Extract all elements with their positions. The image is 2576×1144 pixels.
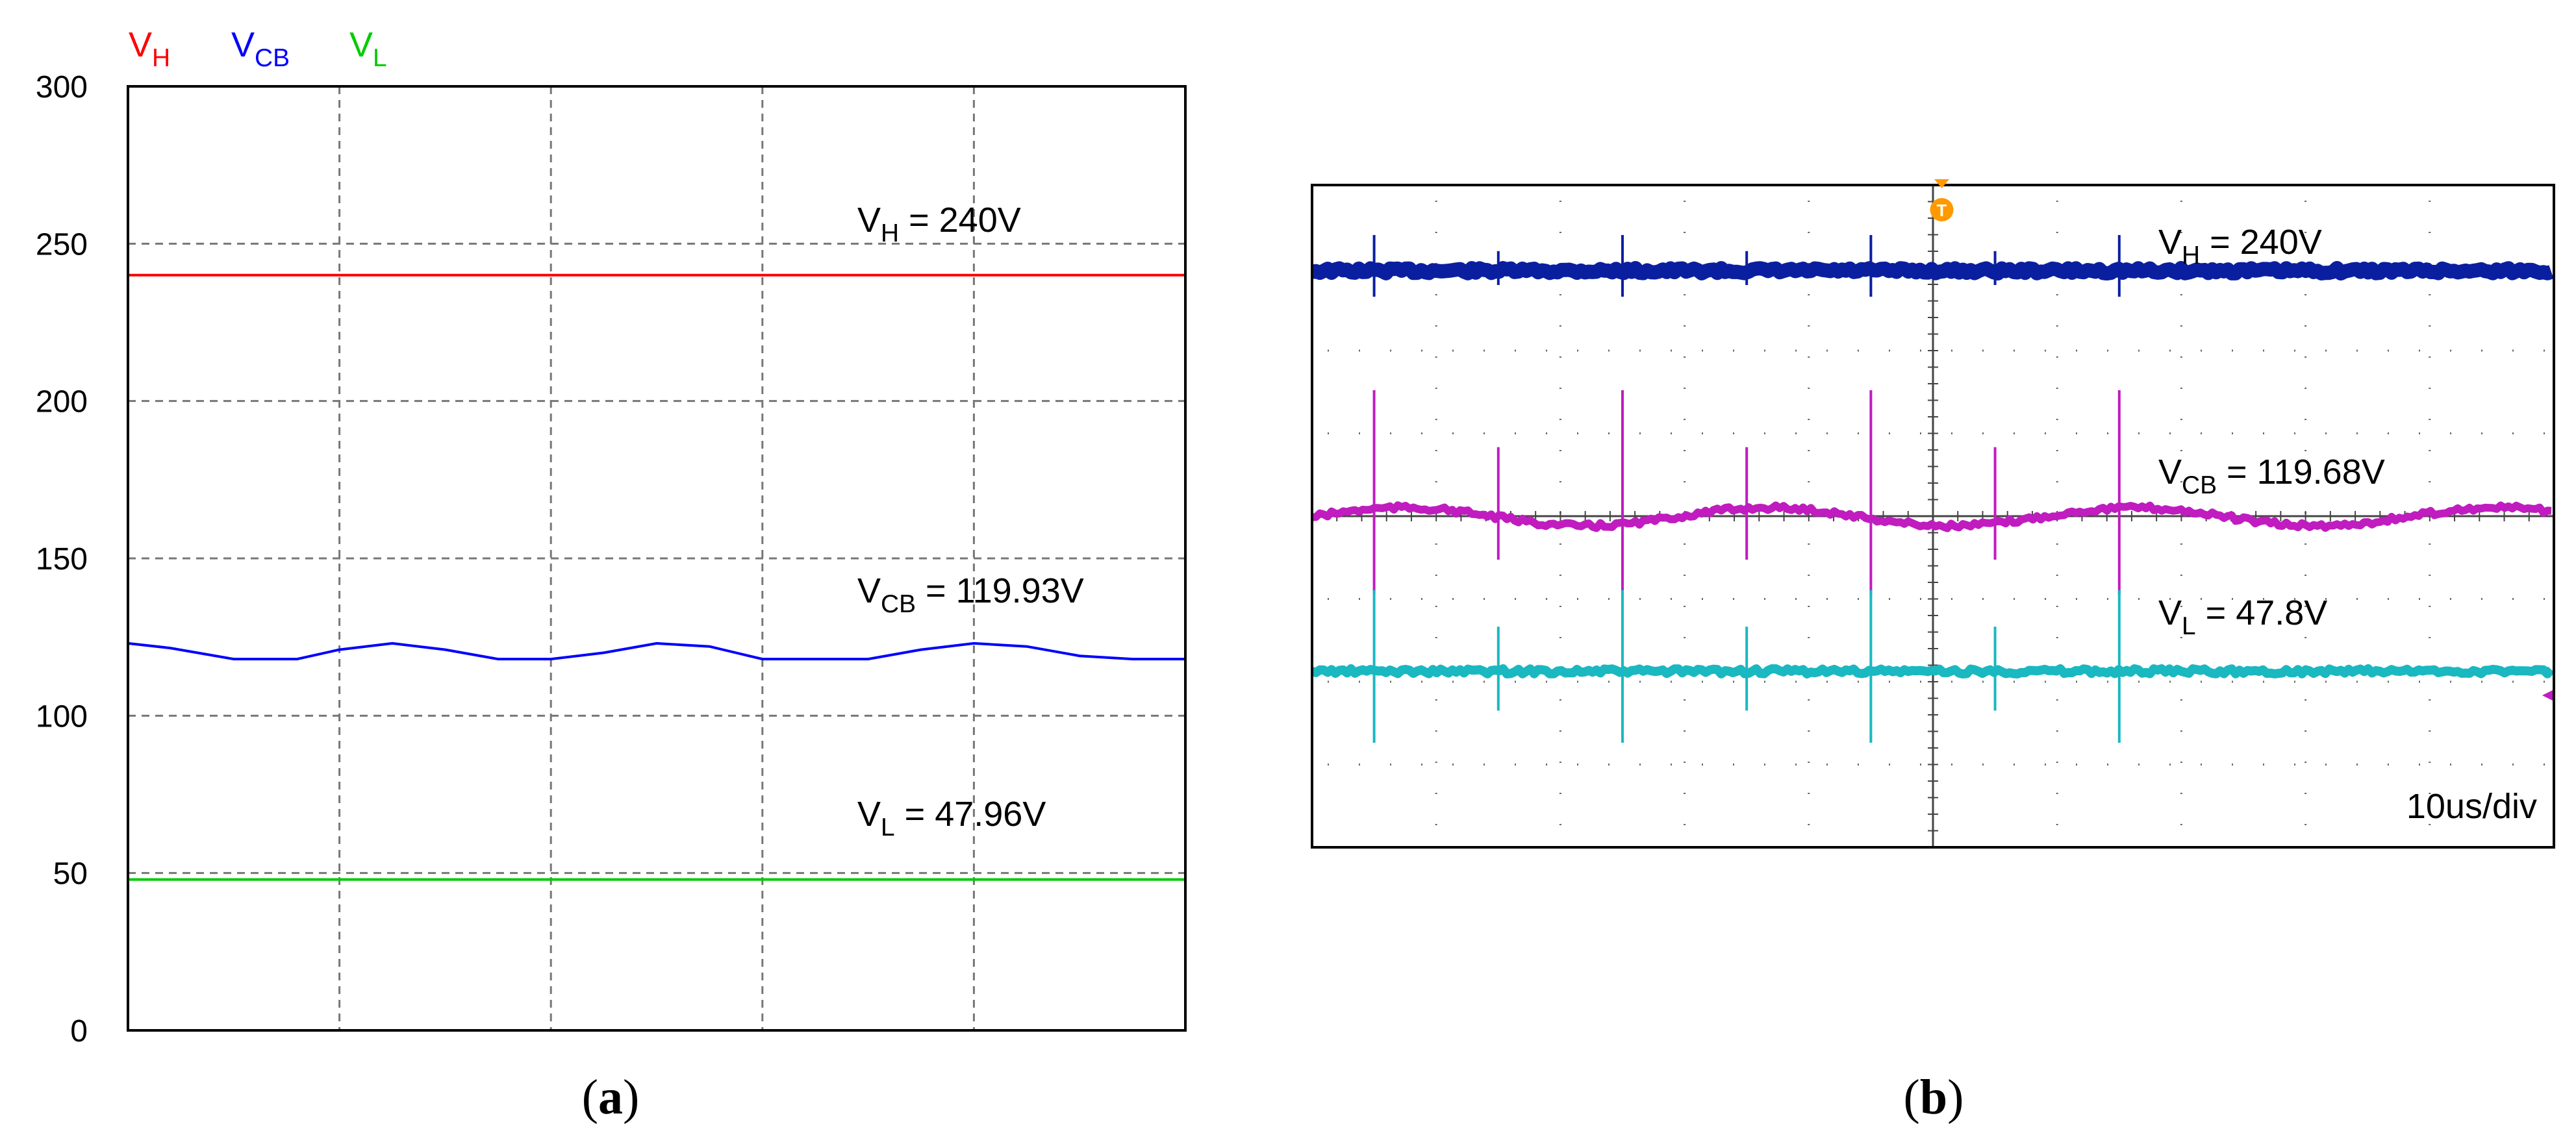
y-tick-label: 0 [70, 1014, 88, 1049]
chart-a-plot-frame [127, 85, 1187, 1032]
annotation-cb: VCB = 119.68V [2158, 453, 2385, 499]
chart-a-series [127, 273, 1185, 881]
y-tick-label: 250 [36, 227, 88, 262]
chart-b-annotations: VH = 240V VCB = 119.68V VL = 47.8V [2158, 223, 2385, 640]
legend-item-h: VH [129, 25, 170, 72]
chart-b: VH = 240V VCB = 119.68V VL = 47.8V T 10us/… [1309, 179, 2555, 1125]
chart-b-series [1309, 235, 2555, 743]
ground-marker-icon [2542, 690, 2553, 701]
y-tick-label: 300 [36, 70, 88, 105]
trigger-marker-icon: T [1930, 179, 1954, 221]
chart-a-caption: (a) [582, 1070, 640, 1125]
annotation-h: VH = 240V [2158, 223, 2322, 269]
chart-a-y-ticks: 0 50 100 150 200 250 300 [36, 70, 88, 1049]
legend-item-cb: VCB [231, 25, 290, 72]
chart-b-caption: (b) [1904, 1070, 1964, 1125]
trace-vl [1310, 664, 2555, 678]
y-tick-label: 200 [36, 385, 88, 419]
series-line-vcb [127, 641, 1185, 661]
legend-item-l: VL [349, 25, 387, 72]
annotation-l: VL = 47.8V [2158, 593, 2327, 640]
timebase-label: 10us/div [2406, 787, 2537, 826]
chart-a-legend: VH VCB VL [129, 25, 387, 72]
y-tick-label: 50 [53, 857, 88, 891]
annotation-cb: VCB = 119.93V [857, 571, 1084, 618]
y-tick-label: 150 [36, 542, 88, 577]
annotation-h: VH = 240V [857, 201, 1021, 247]
chart-a-annotations: VH = 240V VCB = 119.93V VL = 47.96V [857, 201, 1084, 841]
chart-b-plot-frame [1311, 184, 2555, 849]
chart-a-gridlines [128, 86, 1185, 1030]
trace-vh [1309, 261, 2555, 280]
chart-b-gridlines [1311, 184, 2555, 848]
y-tick-label: 100 [36, 699, 88, 734]
trigger-marker-label: T [1937, 201, 1947, 220]
annotation-l: VL = 47.96V [857, 795, 1046, 841]
trace-vcb [1311, 501, 2552, 532]
chart-a: VH VCB VL 0 50 100 150 200 250 300 VH = 240V VCB … [36, 25, 1187, 1125]
